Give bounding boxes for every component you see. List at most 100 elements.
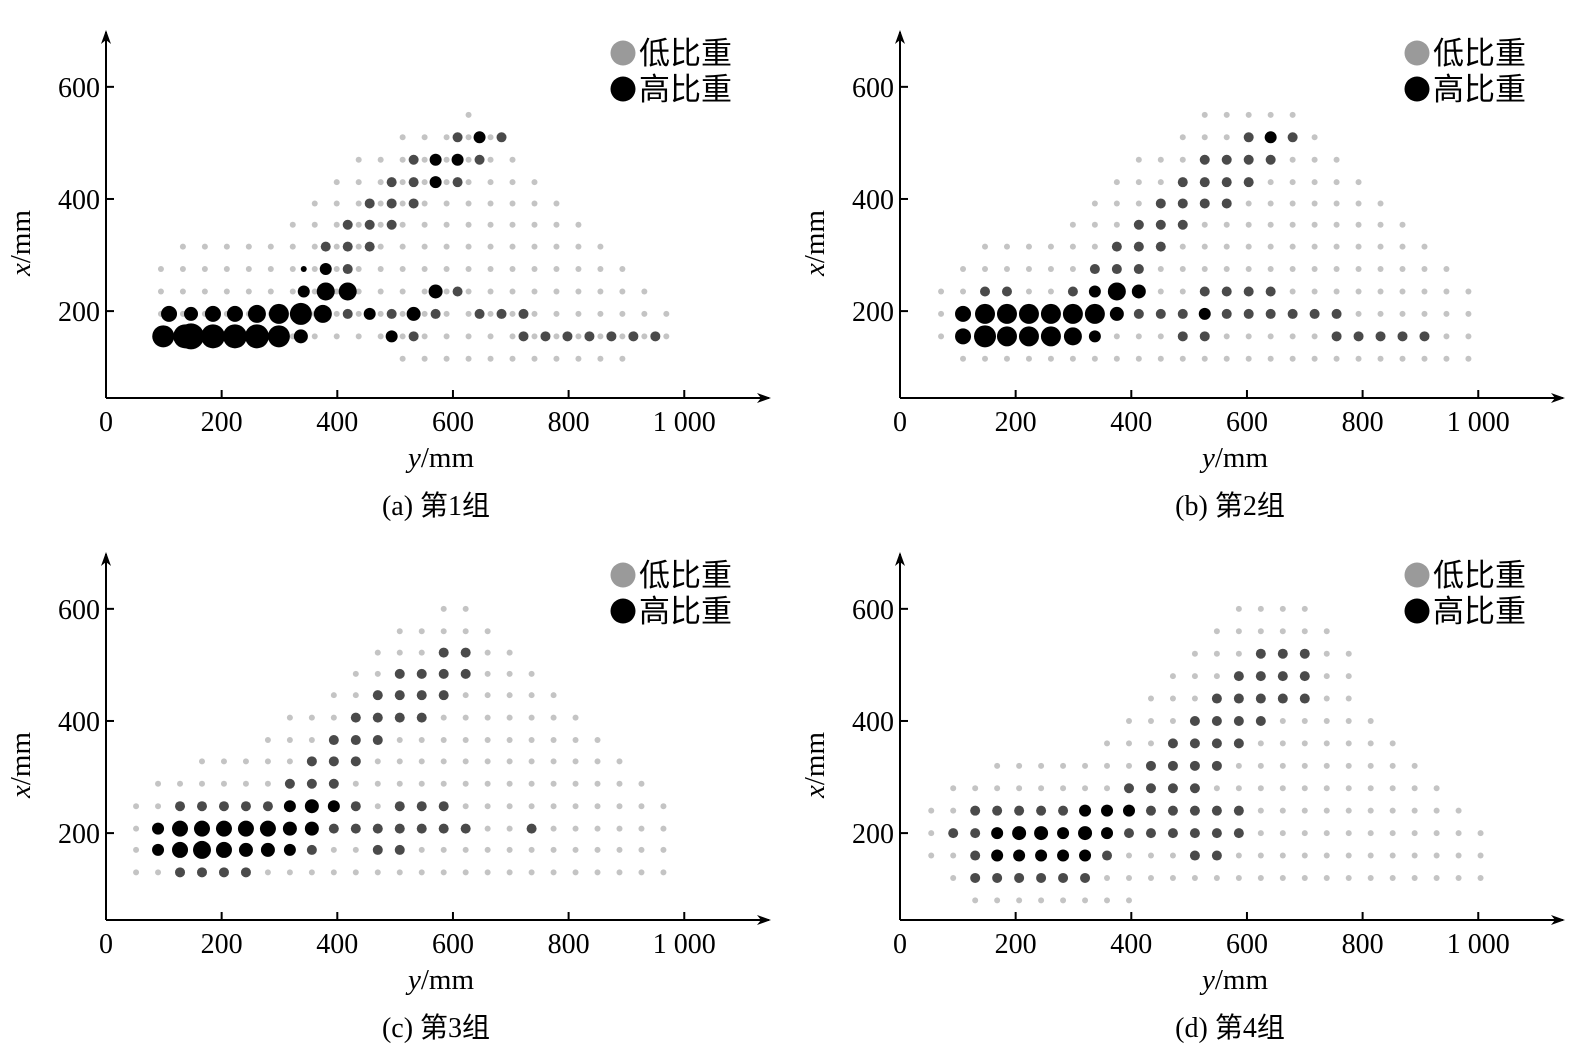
data-point bbox=[438, 690, 449, 701]
data-point bbox=[215, 841, 232, 858]
data-point bbox=[1265, 154, 1276, 165]
data-point bbox=[460, 823, 471, 834]
grid-point bbox=[1301, 807, 1308, 814]
y-tick-label: 600 bbox=[58, 595, 100, 626]
grid-point bbox=[572, 869, 579, 876]
data-point bbox=[327, 800, 340, 813]
data-point bbox=[1040, 303, 1061, 324]
grid-point bbox=[1389, 762, 1396, 769]
grid-point bbox=[1355, 310, 1362, 317]
grid-point bbox=[1465, 310, 1472, 317]
grid-point bbox=[487, 355, 494, 362]
grid-point bbox=[443, 156, 450, 163]
grid-point bbox=[531, 221, 538, 228]
grid-point bbox=[462, 692, 469, 699]
grid-point bbox=[421, 333, 428, 340]
grid-point bbox=[1179, 288, 1186, 295]
grid-point bbox=[333, 310, 340, 317]
grid-point bbox=[1301, 830, 1308, 837]
grid-point bbox=[1125, 762, 1132, 769]
grid-point bbox=[594, 869, 601, 876]
grid-point bbox=[443, 266, 450, 273]
x-tick-label: 1 000 bbox=[653, 407, 716, 438]
data-point bbox=[650, 331, 661, 342]
data-point bbox=[1123, 828, 1134, 839]
x-tick-label: 0 bbox=[99, 407, 113, 438]
grid-point bbox=[1279, 628, 1286, 635]
grid-point bbox=[421, 134, 428, 141]
grid-point bbox=[553, 200, 560, 207]
grid-point bbox=[462, 628, 469, 635]
grid-point bbox=[1069, 355, 1076, 362]
grid-point bbox=[1104, 762, 1111, 769]
grid-point bbox=[355, 200, 362, 207]
data-point bbox=[974, 325, 997, 348]
grid-point bbox=[1301, 717, 1308, 724]
data-point bbox=[1014, 872, 1025, 883]
grid-point bbox=[1113, 333, 1120, 340]
data-point bbox=[948, 828, 959, 839]
grid-point bbox=[1289, 156, 1296, 163]
x-tick-label: 600 bbox=[1226, 929, 1268, 960]
y-tick-label: 200 bbox=[852, 819, 894, 850]
grid-point bbox=[1367, 807, 1374, 814]
data-point bbox=[1133, 219, 1144, 230]
data-point bbox=[1375, 331, 1386, 342]
grid-point bbox=[1069, 266, 1076, 273]
grid-point bbox=[330, 846, 337, 853]
data-point bbox=[474, 154, 485, 165]
grid-point bbox=[1289, 179, 1296, 186]
grid-point bbox=[1377, 200, 1384, 207]
grid-point bbox=[575, 288, 582, 295]
grid-point bbox=[396, 649, 403, 656]
grid-point bbox=[1213, 628, 1220, 635]
grid-point bbox=[572, 846, 579, 853]
grid-point bbox=[1455, 830, 1462, 837]
data-point bbox=[1299, 671, 1310, 682]
data-point bbox=[1198, 307, 1211, 320]
data-point bbox=[320, 241, 331, 252]
grid-point bbox=[938, 310, 945, 317]
grid-point bbox=[1333, 200, 1340, 207]
data-point bbox=[1189, 760, 1200, 771]
grid-point bbox=[484, 846, 491, 853]
grid-point bbox=[1157, 156, 1164, 163]
grid-point bbox=[950, 785, 957, 792]
grid-point bbox=[443, 288, 450, 295]
data-point bbox=[406, 306, 421, 321]
grid-point bbox=[531, 333, 538, 340]
data-point bbox=[1057, 827, 1070, 840]
data-point bbox=[319, 263, 332, 276]
grid-point bbox=[1443, 355, 1450, 362]
grid-point bbox=[1289, 111, 1296, 118]
grid-point bbox=[399, 134, 406, 141]
grid-point bbox=[1355, 221, 1362, 228]
grid-point bbox=[462, 869, 469, 876]
grid-point bbox=[289, 243, 296, 250]
grid-point bbox=[462, 758, 469, 765]
data-point bbox=[473, 131, 486, 144]
grid-point bbox=[1301, 762, 1308, 769]
grid-point bbox=[1455, 852, 1462, 859]
grid-point bbox=[553, 266, 560, 273]
grid-point bbox=[1147, 852, 1154, 859]
grid-point bbox=[1201, 355, 1208, 362]
grid-point bbox=[289, 266, 296, 273]
x-tick-label: 800 bbox=[548, 929, 590, 960]
legend-label: 高比重 bbox=[1433, 72, 1526, 107]
x-tick-label: 800 bbox=[1342, 929, 1384, 960]
grid-point bbox=[396, 628, 403, 635]
grid-point bbox=[418, 780, 425, 787]
grid-point bbox=[155, 803, 162, 810]
grid-point bbox=[1311, 355, 1318, 362]
data-point bbox=[1277, 693, 1288, 704]
legend-marker-high bbox=[1404, 76, 1430, 102]
grid-point bbox=[597, 266, 604, 273]
data-point bbox=[204, 305, 221, 322]
grid-point bbox=[928, 852, 935, 859]
grid-point bbox=[1477, 830, 1484, 837]
grid-point bbox=[1411, 785, 1418, 792]
grid-point bbox=[264, 737, 271, 744]
data-point bbox=[1036, 805, 1047, 816]
